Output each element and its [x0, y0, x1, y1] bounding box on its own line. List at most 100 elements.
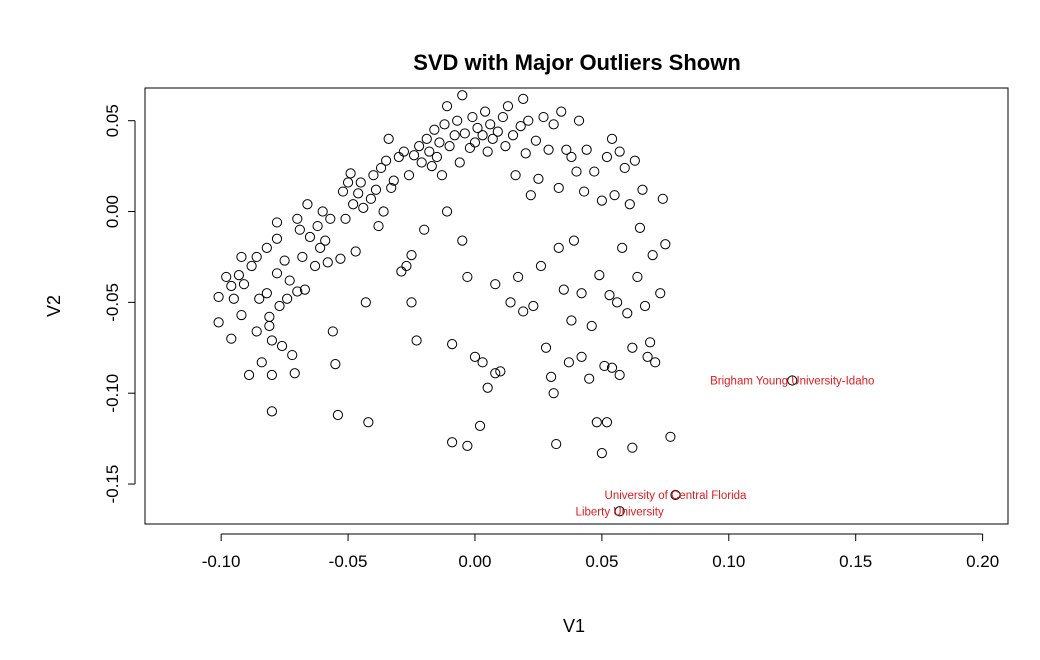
- data-point: [665, 431, 676, 442]
- data-point: [342, 177, 354, 188]
- data-point: [360, 297, 371, 308]
- data-point: [591, 417, 602, 428]
- data-point: [502, 101, 514, 112]
- data-point: [459, 128, 470, 139]
- data-point: [457, 90, 468, 101]
- data-point: [482, 146, 493, 157]
- x-tick-label: 0.20: [966, 552, 999, 571]
- data-point: [322, 257, 333, 268]
- data-point: [261, 288, 272, 299]
- outlier-point: [670, 489, 681, 501]
- data-point: [297, 251, 308, 263]
- data-point: [533, 173, 544, 184]
- data-point: [518, 93, 529, 105]
- data-point: [469, 137, 481, 148]
- data-point: [655, 288, 666, 299]
- data-point: [449, 130, 460, 141]
- data-point: [639, 300, 651, 312]
- data-point: [528, 300, 539, 312]
- data-point: [647, 250, 658, 261]
- outlier-point: [787, 375, 798, 386]
- data-point: [358, 202, 369, 213]
- data-point: [421, 133, 432, 144]
- data-point: [264, 311, 275, 322]
- data-point: [294, 224, 305, 235]
- data-point: [566, 151, 577, 163]
- data-point: [309, 260, 321, 272]
- data-point: [431, 151, 442, 163]
- data-point: [238, 279, 250, 290]
- data-point: [411, 335, 422, 346]
- data-point: [398, 146, 409, 157]
- data-point: [312, 220, 323, 232]
- data-point: [271, 233, 283, 244]
- data-point: [589, 166, 600, 177]
- data-point: [469, 351, 481, 362]
- data-point: [606, 362, 618, 373]
- data-point: [624, 199, 635, 210]
- y-tick-label: -0.10: [103, 374, 122, 413]
- data-point: [467, 111, 478, 123]
- data-point: [226, 333, 237, 344]
- data-point: [373, 220, 384, 232]
- data-point: [540, 342, 552, 353]
- data-point: [581, 144, 592, 155]
- data-point: [279, 255, 290, 266]
- data-point: [434, 137, 445, 148]
- y-tick-label: 0.05: [103, 104, 122, 137]
- data-point: [480, 106, 491, 117]
- data-point: [441, 101, 453, 112]
- data-point: [586, 320, 597, 332]
- data-point: [378, 206, 389, 217]
- data-point: [289, 368, 300, 379]
- data-point: [612, 297, 623, 308]
- data-point: [266, 335, 278, 346]
- data-point: [629, 155, 640, 166]
- data-point: [576, 351, 587, 362]
- data-point: [335, 253, 346, 264]
- data-point: [523, 115, 534, 126]
- data-point: [271, 268, 283, 279]
- x-tick-label: -0.05: [329, 552, 368, 571]
- data-point: [553, 182, 564, 194]
- data-point: [284, 275, 295, 286]
- data-point: [551, 438, 562, 450]
- outlier-label: University of Central Florida: [605, 490, 747, 502]
- data-point: [650, 357, 661, 368]
- data-point: [401, 260, 412, 272]
- data-point: [579, 186, 590, 197]
- data-point: [518, 306, 529, 317]
- data-point: [627, 342, 638, 353]
- data-point: [447, 437, 458, 448]
- data-point: [375, 162, 387, 174]
- data-point: [546, 371, 557, 382]
- data-point: [627, 442, 638, 453]
- y-tick-label: -0.05: [103, 283, 122, 322]
- data-point: [556, 106, 567, 117]
- data-point: [327, 326, 338, 337]
- data-point: [614, 146, 625, 157]
- outlier-label: Brigham Young University-Idaho: [710, 375, 874, 387]
- data-point: [302, 199, 313, 210]
- outlier-labels: Brigham Young University-Idaho University…: [576, 375, 874, 518]
- data-point: [543, 144, 554, 155]
- data-point: [274, 300, 285, 312]
- data-point: [414, 141, 425, 152]
- data-point: [251, 251, 262, 263]
- data-point: [622, 308, 633, 319]
- data-point: [452, 115, 463, 126]
- data-point: [660, 239, 671, 250]
- data-point: [426, 161, 437, 172]
- data-point: [558, 284, 569, 295]
- data-point: [464, 142, 475, 154]
- data-point: [243, 369, 255, 381]
- data-point: [315, 242, 326, 253]
- x-tick-label: 0.05: [585, 552, 618, 571]
- data-point: [429, 124, 440, 135]
- data-point: [396, 266, 407, 277]
- data-point: [609, 190, 620, 201]
- x-tick-label: 0.15: [839, 552, 872, 571]
- data-point: [538, 111, 549, 123]
- data-point: [393, 151, 404, 163]
